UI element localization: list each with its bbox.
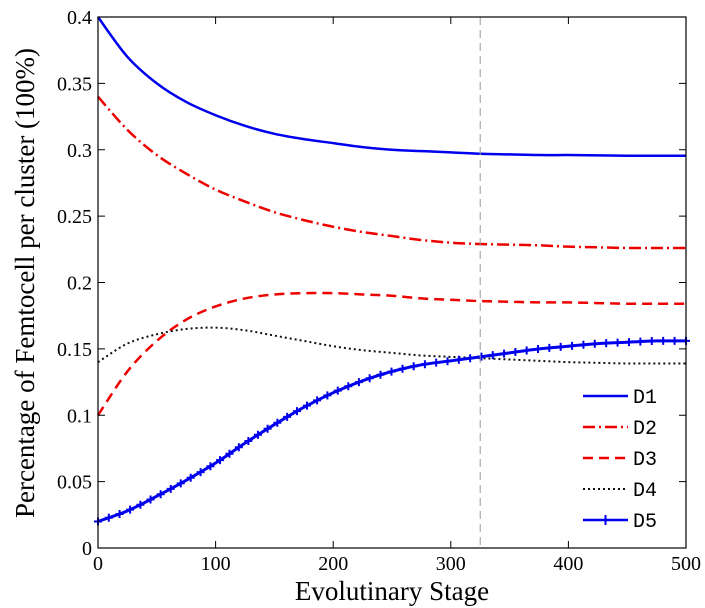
point-marker-d5 (522, 346, 531, 355)
series-line-d1 (96, 16, 686, 158)
x-tick-label: 400 (553, 553, 583, 575)
point-marker-d5 (376, 370, 385, 379)
x-axis-ticks: 0 100 200 300 400 500 (93, 17, 701, 575)
x-tick-label: 100 (201, 553, 231, 575)
point-marker-d5 (333, 386, 342, 395)
point-marker-d5 (115, 509, 124, 518)
series-group (94, 16, 690, 526)
point-marker-d5 (511, 348, 520, 357)
y-tick-label: 0.4 (67, 7, 92, 29)
point-marker-d5 (365, 374, 374, 383)
point-marker-d5 (166, 484, 175, 493)
legend-label-d1: D1 (633, 387, 657, 410)
legend-label-d3: D3 (633, 449, 657, 472)
x-tick-label: 300 (436, 553, 466, 575)
point-marker-d5 (126, 505, 135, 514)
legend-label-d4: D4 (633, 480, 657, 503)
point-marker-d5 (602, 339, 611, 348)
point-marker-d5 (273, 418, 282, 427)
series-line-d4 (97, 326, 687, 365)
point-marker-d5 (590, 339, 599, 348)
point-marker-d5 (176, 479, 185, 488)
point-marker-d5 (387, 367, 396, 376)
point-marker-d5 (670, 336, 679, 345)
point-marker-d5 (636, 337, 645, 346)
point-marker-d5 (146, 495, 155, 504)
y-axis-ticks: 0 0.05 0.1 0.15 0.2 0.25 0.3 0.35 0.4 (57, 7, 686, 560)
y-tick-label: 0.05 (57, 472, 92, 494)
point-marker-d5 (624, 338, 633, 347)
point-marker-d5 (156, 490, 165, 499)
point-marker-d5 (533, 344, 542, 353)
x-tick-label: 200 (318, 553, 348, 575)
y-tick-label: 0 (82, 538, 92, 560)
point-marker-d5 (196, 468, 205, 477)
plot-area (98, 17, 686, 548)
point-marker-d5 (244, 436, 253, 445)
point-marker-d5 (659, 336, 668, 345)
point-marker-d5 (647, 337, 656, 346)
point-marker-d5 (104, 513, 113, 522)
y-tick-label: 0.25 (57, 206, 92, 228)
point-marker-d5 (477, 352, 486, 361)
y-tick-label: 0.15 (57, 339, 92, 361)
y-tick-label: 0.2 (67, 273, 92, 295)
point-marker-d5 (545, 343, 554, 352)
point-marker-d5 (579, 340, 588, 349)
point-marker-d5 (234, 443, 243, 452)
point-marker-d5 (454, 355, 463, 364)
x-tick-label: 500 (671, 553, 701, 575)
y-tick-label: 0.1 (67, 405, 92, 427)
point-marker-d5 (313, 396, 322, 405)
point-marker-d5 (409, 362, 418, 371)
point-marker-d5 (136, 500, 145, 509)
point-marker-d5 (323, 391, 332, 400)
point-marker-d5 (302, 401, 311, 410)
x-tick-label: 0 (93, 553, 103, 575)
point-marker-d5 (420, 360, 429, 369)
point-marker-d5 (488, 351, 497, 360)
point-marker-d5 (263, 424, 272, 433)
point-marker-d5 (613, 338, 622, 347)
point-marker-d5 (398, 364, 407, 373)
point-marker-d5 (432, 358, 441, 367)
series-line-d3 (96, 291, 686, 416)
legend-marker-d5 (600, 515, 611, 525)
point-marker-d5 (466, 354, 475, 363)
point-marker-d5 (354, 378, 363, 387)
point-marker-d5 (283, 412, 292, 421)
point-marker-d5 (206, 462, 215, 471)
point-marker-d5 (556, 342, 565, 351)
point-marker-d5 (443, 357, 452, 366)
point-marker-d5 (225, 449, 234, 458)
y-tick-label: 0.35 (57, 73, 92, 95)
point-marker-d5 (568, 341, 577, 350)
point-marker-d5 (186, 473, 195, 482)
legend: D1 D2 D3 D4 D5 (583, 387, 657, 534)
point-marker-d5 (344, 382, 353, 391)
legend-label-d2: D2 (633, 418, 657, 441)
series-line-d2 (97, 95, 686, 250)
legend-label-d5: D5 (633, 511, 657, 534)
x-axis-title: Evolutinary Stage (295, 576, 489, 606)
y-tick-label: 0.3 (67, 140, 92, 162)
point-marker-d5 (292, 407, 301, 416)
point-marker-d5 (500, 349, 509, 358)
y-axis-title: Percentage of Femtocell per cluster (100… (10, 48, 40, 518)
point-marker-d5 (253, 430, 262, 439)
point-marker-d5 (216, 456, 225, 465)
